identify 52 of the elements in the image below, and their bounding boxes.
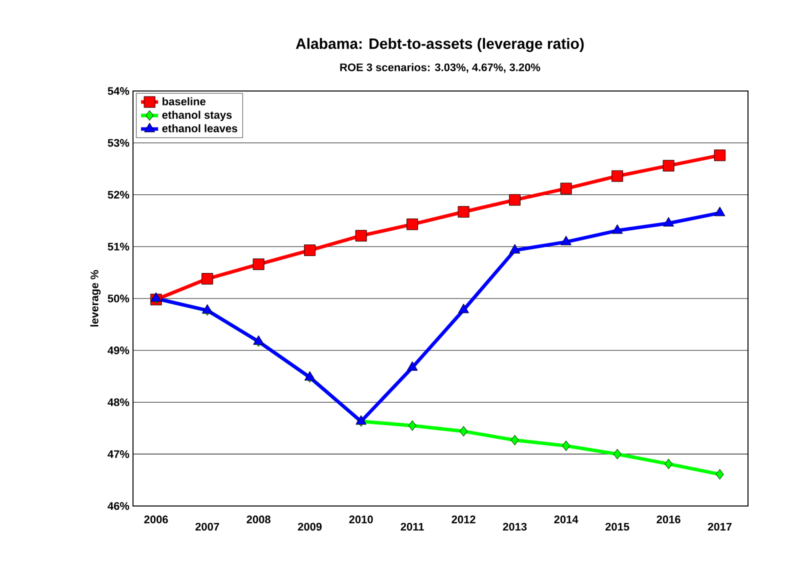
point [406, 361, 418, 371]
x-tick-label: 2016 [656, 516, 680, 524]
legend-label: ethanol leaves [162, 124, 238, 132]
point [562, 440, 570, 452]
y-axis-title: leverage % [90, 270, 101, 326]
x-tick-label: 2010 [349, 516, 373, 524]
point [664, 458, 673, 470]
point [714, 150, 726, 162]
point [612, 170, 624, 182]
legend-label: ethanol stays [162, 110, 232, 121]
point [304, 244, 316, 256]
point [510, 434, 519, 446]
point [408, 420, 416, 431]
y-tick-label: 53% [108, 138, 130, 147]
chart-subtitle: ROE 3 scenarios: 3.03%, 4.67%, 3.20% [340, 63, 540, 73]
point [613, 448, 622, 460]
point [560, 182, 572, 194]
y-tick-label: 46% [108, 502, 130, 510]
x-tick-label: 2012 [452, 516, 476, 524]
point [202, 273, 214, 285]
point [252, 258, 264, 270]
point [662, 160, 674, 172]
y-tick-label: 49% [108, 346, 130, 354]
point [714, 206, 726, 216]
point [460, 426, 468, 437]
point [509, 194, 521, 206]
chart-title: Alabama: Debt-to-assets (leverage ratio) [296, 38, 584, 52]
x-tick-label: 2017 [708, 522, 732, 531]
y-tick-label: 47% [108, 450, 130, 458]
point [355, 230, 367, 242]
x-tick-label: 2009 [298, 522, 322, 531]
y-tick-label: 52% [108, 190, 130, 199]
x-tick-label: 2008 [246, 516, 270, 524]
y-tick-label: 54% [108, 87, 130, 95]
point [406, 218, 418, 230]
x-tick-label: 2014 [554, 516, 578, 524]
x-tick-label: 2007 [195, 522, 220, 531]
x-tick-label: 2013 [502, 522, 527, 531]
legend-label: baseline [162, 97, 206, 106]
point [560, 236, 572, 246]
x-tick-label: 2011 [400, 522, 424, 531]
point [458, 206, 470, 218]
y-tick-label: 51% [108, 242, 130, 251]
point [612, 224, 623, 234]
y-tick-label: 48% [108, 398, 130, 406]
y-tick-label: 50% [108, 294, 130, 302]
point [458, 304, 470, 314]
point [716, 469, 724, 480]
point [509, 244, 520, 254]
x-tick-label: 2006 [144, 516, 168, 524]
x-tick-label: 2015 [605, 522, 630, 531]
point [663, 217, 674, 227]
